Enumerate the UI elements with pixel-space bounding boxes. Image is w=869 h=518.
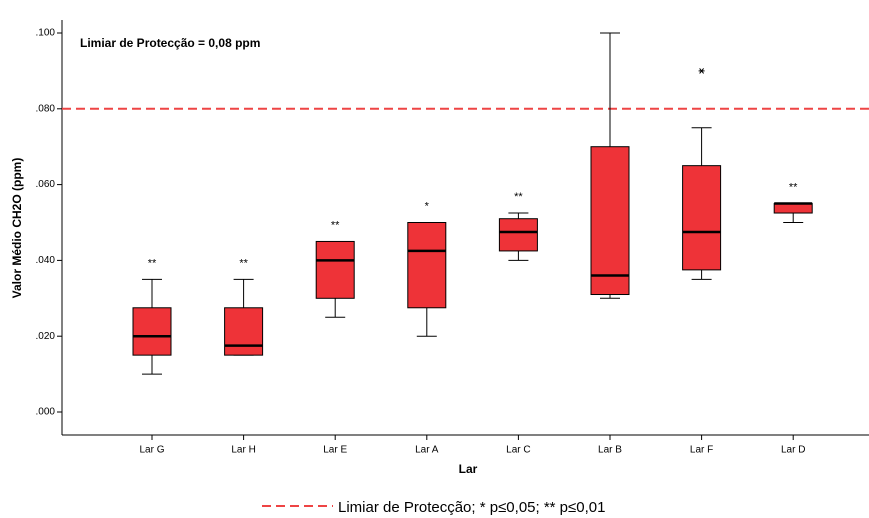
box xyxy=(773,203,813,214)
y-axis-label: Valor Médio CH2O (ppm) xyxy=(10,158,24,299)
significance-label: ** xyxy=(331,219,340,231)
y-tick-label: .060 xyxy=(36,179,56,190)
significance-label: ** xyxy=(789,181,798,193)
significance-label: ** xyxy=(514,191,523,203)
box xyxy=(682,165,722,271)
significance-label: ** xyxy=(239,257,248,269)
x-tick-label: Lar H xyxy=(231,445,255,456)
y-tick-label: .020 xyxy=(36,331,56,342)
box xyxy=(315,240,355,299)
y-tick-label: .080 xyxy=(36,103,56,114)
x-tick-label: Lar C xyxy=(506,445,530,456)
box xyxy=(498,218,538,252)
x-tick-label: Lar D xyxy=(781,445,805,456)
annotation: Limiar de Protecção = 0,08 ppm xyxy=(80,36,260,50)
outlier xyxy=(698,68,705,74)
outlier-stroke xyxy=(699,68,704,74)
y-tick-label: .000 xyxy=(36,407,56,418)
box xyxy=(132,307,172,356)
x-tick-label: Lar A xyxy=(415,445,439,456)
x-tick-label: Lar G xyxy=(139,445,164,456)
y-tick-label: .100 xyxy=(36,28,56,39)
legend-label: Limiar de Protecção; * p≤0,05; ** p≤0,01 xyxy=(338,499,605,516)
box xyxy=(590,146,630,296)
y-tick-label: .040 xyxy=(36,255,56,266)
box xyxy=(407,222,447,309)
x-tick-label: Lar E xyxy=(323,445,347,456)
significance-label: ** xyxy=(148,257,157,269)
x-axis-label: Lar xyxy=(459,462,478,476)
significance-label: * xyxy=(425,200,430,212)
x-tick-label: Lar F xyxy=(690,445,713,456)
box xyxy=(224,307,264,356)
x-tick-label: Lar B xyxy=(598,445,622,456)
